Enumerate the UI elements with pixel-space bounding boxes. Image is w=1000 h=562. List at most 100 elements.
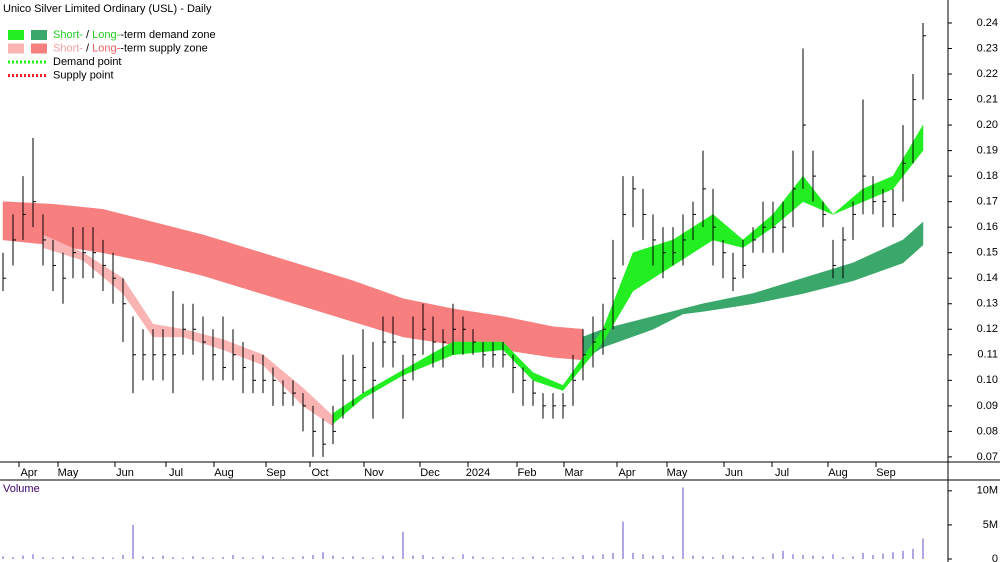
- volume-bar: [612, 552, 614, 559]
- volume-bar: [332, 555, 334, 559]
- volume-bar: [782, 550, 784, 559]
- x-tick-label: May: [58, 467, 79, 479]
- volume-bar: [172, 556, 174, 559]
- volume-bar: [822, 556, 824, 559]
- volume-bar: [112, 557, 114, 559]
- x-tick-label: Sep: [266, 467, 286, 479]
- y-tick-label: 0.08: [977, 425, 998, 437]
- y-tick-label: 0.22: [977, 68, 998, 80]
- volume-bar: [412, 555, 414, 559]
- volume-bar: [842, 556, 844, 559]
- volume-bar: [702, 556, 704, 559]
- volume-bar: [92, 556, 94, 559]
- legend-label: Supply point: [53, 69, 114, 81]
- legend-label: Short- / Long--term demand zone: [53, 29, 216, 41]
- y-tick-label: 0.19: [977, 145, 998, 157]
- volume-bar: [882, 553, 884, 559]
- x-tick-label: Feb: [518, 467, 537, 479]
- volume-bar: [632, 552, 634, 559]
- volume-bar: [862, 552, 864, 559]
- legend-text: Demand point: [53, 56, 122, 68]
- volume-bar: [902, 550, 904, 559]
- volume-bar: [512, 557, 514, 559]
- volume-bar: [682, 487, 684, 559]
- y-tick-label: 0.12: [977, 323, 998, 335]
- volume-bar: [482, 556, 484, 559]
- volume-bar: [242, 556, 244, 559]
- y-tick-label: 0.14: [977, 272, 998, 284]
- volume-bar: [652, 555, 654, 559]
- volume-bar: [302, 556, 304, 559]
- y-tick-label: 10M: [977, 485, 998, 497]
- volume-bar: [752, 556, 754, 559]
- volume-bar: [362, 556, 364, 559]
- legend-label: Demand point: [53, 56, 122, 68]
- volume-bar: [282, 557, 284, 559]
- volume-bar: [742, 556, 744, 559]
- legend-swatch: [31, 30, 47, 40]
- volume-bar: [922, 538, 924, 559]
- volume-bar: [432, 556, 434, 559]
- volume-bar: [32, 554, 34, 559]
- legend-swatch: [8, 43, 24, 54]
- x-tick-label: Aug: [828, 467, 848, 479]
- volume-bar: [192, 556, 194, 559]
- plot-layer: [2, 22, 926, 559]
- volume-bar: [142, 556, 144, 559]
- volume-bar: [602, 554, 604, 559]
- volume-bar: [552, 557, 554, 559]
- volume-bar: [872, 554, 874, 559]
- volume-bar: [62, 556, 64, 559]
- volume-bar: [12, 556, 14, 559]
- x-tick-label: Aug: [214, 467, 234, 479]
- volume-bar: [322, 552, 324, 559]
- y-tick-label: 0.23: [977, 42, 998, 54]
- legend-label: Short- / Long--term supply zone: [53, 42, 208, 54]
- volume-bar: [812, 555, 814, 559]
- volume-bar: [732, 555, 734, 559]
- volume-bar: [2, 556, 4, 559]
- volume-bar: [762, 556, 764, 559]
- x-tick-label: Jul: [775, 467, 789, 479]
- volume-bar: [892, 552, 894, 559]
- volume-bar: [442, 556, 444, 559]
- legend-text: /: [83, 42, 92, 54]
- volume-bar: [772, 553, 774, 559]
- volume-bar: [352, 556, 354, 559]
- legend-text: -term supply zone: [120, 42, 207, 54]
- volume-bar: [102, 556, 104, 559]
- y-tick-label: 0.24: [977, 17, 998, 29]
- volume-bar: [722, 554, 724, 559]
- volume-bar: [162, 555, 164, 559]
- y-tick-label: 0.21: [977, 93, 998, 105]
- volume-bar: [152, 556, 154, 559]
- y-tick-label: 0.18: [977, 170, 998, 182]
- volume-bar: [832, 554, 834, 559]
- chart-title: Unico Silver Limited Ordinary (USL) - Da…: [3, 3, 212, 15]
- volume-bar: [312, 554, 314, 559]
- legend-text: -term demand zone: [120, 29, 215, 41]
- y-tick-label: 0.20: [977, 119, 998, 131]
- y-tick-label: 0.17: [977, 196, 998, 208]
- volume-bar: [402, 531, 404, 559]
- volume-bar: [522, 556, 524, 559]
- volume-bar: [22, 555, 24, 559]
- x-tick-label: Jun: [725, 467, 743, 479]
- volume-bar: [912, 548, 914, 559]
- volume-bar: [852, 556, 854, 559]
- volume-bar: [672, 556, 674, 559]
- volume-bar: [662, 554, 664, 559]
- x-tick-label: May: [667, 467, 688, 479]
- volume-bar: [122, 554, 124, 559]
- volume-bar: [382, 555, 384, 559]
- volume-title: Volume: [3, 483, 40, 495]
- x-tick-label: Jul: [169, 467, 183, 479]
- volume-bar: [462, 554, 464, 559]
- y-tick-label: 0.11: [977, 349, 998, 361]
- legend-text: /: [83, 29, 92, 41]
- y-tick-label: 5M: [983, 519, 998, 531]
- legend-text: Long-: [92, 29, 120, 41]
- y-tick-label: 0.10: [977, 374, 998, 386]
- volume-bar: [572, 556, 574, 559]
